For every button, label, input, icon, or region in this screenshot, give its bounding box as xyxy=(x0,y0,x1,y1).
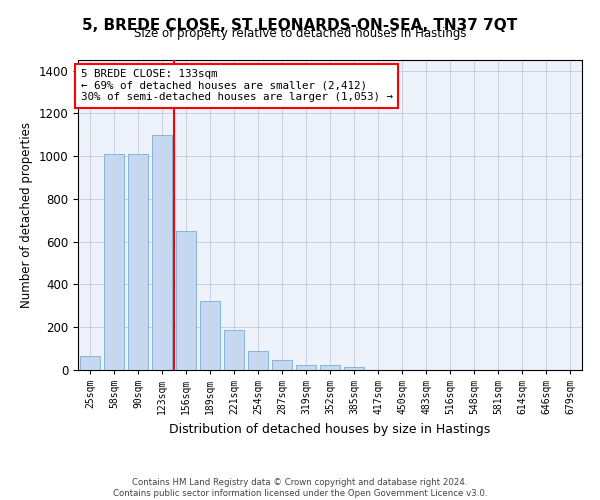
Text: Size of property relative to detached houses in Hastings: Size of property relative to detached ho… xyxy=(134,28,466,40)
Bar xyxy=(176,231,196,370)
Text: 5 BREDE CLOSE: 133sqm
← 69% of detached houses are smaller (2,412)
30% of semi-d: 5 BREDE CLOSE: 133sqm ← 69% of detached … xyxy=(80,70,392,102)
Bar xyxy=(152,135,172,370)
Bar xyxy=(224,330,244,370)
Bar xyxy=(128,154,148,370)
Bar xyxy=(200,300,220,370)
Bar xyxy=(80,356,100,370)
Text: Contains HM Land Registry data © Crown copyright and database right 2024.
Contai: Contains HM Land Registry data © Crown c… xyxy=(113,478,487,498)
Bar xyxy=(296,364,316,370)
Bar xyxy=(104,154,124,370)
Bar xyxy=(272,360,292,370)
Bar xyxy=(248,351,268,370)
Bar xyxy=(344,367,364,370)
X-axis label: Distribution of detached houses by size in Hastings: Distribution of detached houses by size … xyxy=(169,422,491,436)
Bar xyxy=(320,364,340,370)
Text: 5, BREDE CLOSE, ST LEONARDS-ON-SEA, TN37 7QT: 5, BREDE CLOSE, ST LEONARDS-ON-SEA, TN37… xyxy=(82,18,518,32)
Y-axis label: Number of detached properties: Number of detached properties xyxy=(20,122,33,308)
